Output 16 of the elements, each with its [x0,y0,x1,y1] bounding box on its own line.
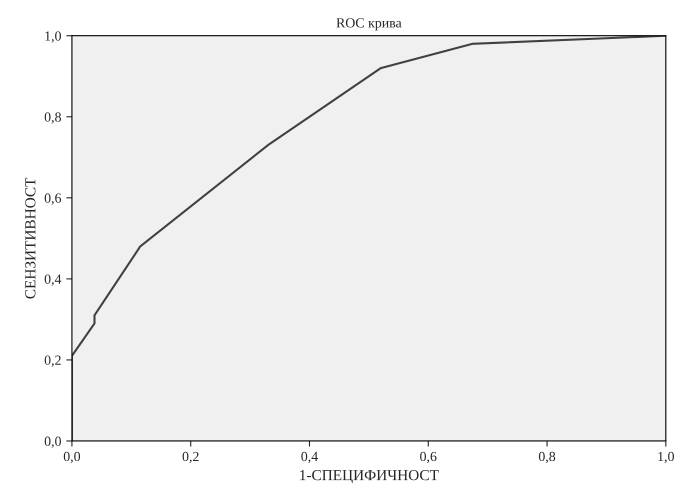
x-tick-label: 0,6 [420,452,437,464]
y-tick-label: 0,0 [44,436,61,448]
y-tick-label: 0,2 [44,356,61,367]
x-tick-label: 0,0 [64,452,80,464]
y-axis-title: СЕНЗИТИВНОСТ [25,178,36,299]
y-tick-label: 0,8 [44,112,61,124]
x-tick-label: 0,8 [538,452,556,464]
y-tick-label: 0,6 [44,193,62,205]
x-tick-label: 0,2 [182,452,199,464]
line-series [72,36,666,441]
y-tick-label: 1,0 [45,31,61,43]
chart-title: ROC крива [336,18,402,30]
x-tick-label: 0,4 [301,452,318,464]
y-tick-label: 0,4 [44,274,62,286]
x-axis-title: 1-СПЕЦИФИЧНОСТ [300,470,439,483]
x-tick-label: 1,0 [658,452,674,464]
